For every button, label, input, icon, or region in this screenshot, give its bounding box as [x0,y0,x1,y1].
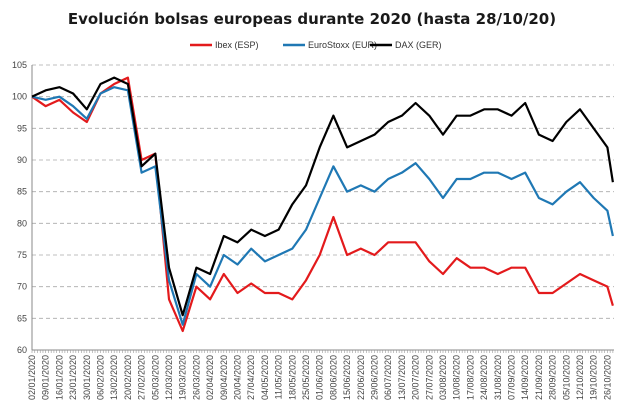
x-tick-label: 17/08/2020 [465,355,475,400]
x-tick-label: 08/06/2020 [328,355,338,400]
x-tick-label: 06/07/2020 [383,355,393,400]
x-tick-label: 25/05/2020 [301,355,311,400]
x-tick-label: 13/02/2020 [109,355,119,400]
y-tick-label: 105 [12,60,27,70]
x-tick-label: 09/04/2020 [219,355,229,400]
x-tick-label: 27/07/2020 [424,355,434,400]
x-tick-label: 12/03/2020 [164,355,174,400]
legend-label: EuroStoxx (EUR) [308,40,377,50]
x-tick-label: 29/06/2020 [370,355,380,400]
y-tick-label: 90 [17,155,27,165]
x-tick-label: 26/10/2020 [602,355,612,400]
x-tick-label: 11/05/2020 [274,355,284,399]
x-tick-label: 12/10/2020 [575,355,585,400]
x-tick-label: 30/01/2020 [82,355,92,400]
series-line-1 [31,86,614,326]
y-tick-label: 65 [17,313,27,323]
legend-label: DAX (GER) [395,40,442,50]
x-tick-label: 20/04/2020 [233,355,243,400]
x-tick-label: 24/08/2020 [479,355,489,400]
y-tick-label: 95 [17,123,27,133]
x-tick-label: 22/06/2020 [356,355,366,400]
x-tick-label: 28/09/2020 [548,355,558,400]
x-tick-label: 21/09/2020 [534,355,544,400]
chart-title: Evolución bolsas europeas durante 2020 (… [68,10,556,28]
x-tick-label: 13/07/2020 [397,355,407,400]
legend-label: Ibex (ESP) [215,40,259,50]
x-tick-label: 05/03/2020 [150,355,160,400]
x-tick-label: 27/02/2020 [137,355,147,400]
x-tick-label: 14/09/2020 [520,355,530,400]
gridlines [32,64,614,319]
series-line-0 [31,76,614,333]
y-tick-label: 100 [12,92,27,102]
x-tick-label: 20/02/2020 [123,355,133,400]
x-tick-label: 18/05/2020 [287,355,297,400]
axes: 60 65 70 75 80 85 90 95 100 105 02/01/2020 09/01/20… [12,60,614,400]
x-tick-label: 04/05/2020 [260,355,270,400]
x-tick-label: 27/04/2020 [246,355,256,400]
x-tick-label: 19/03/2020 [178,355,188,400]
x-tick-label: 20/07/2020 [411,355,421,400]
x-tick-label: 09/01/2020 [41,355,51,400]
y-tick-label: 80 [17,218,27,228]
x-tick-label: 10/08/2020 [452,355,462,400]
legend: Ibex (ESP) EuroStoxx (EUR) DAX (GER) [190,40,442,50]
x-tick-label: 23/01/2020 [68,355,78,400]
x-tick-label: 01/06/2020 [315,355,325,400]
y-tick-label: 75 [17,250,27,260]
x-tick-label: 31/08/2020 [493,355,503,400]
y-tick-label: 70 [17,282,27,292]
x-tick-label: 02/04/2020 [205,355,215,400]
x-tick-label: 03/08/2020 [438,355,448,400]
y-tick-label: 85 [17,187,27,197]
series-line-2 [31,76,614,317]
x-tick-label: 16/01/2020 [54,355,64,400]
x-tick-label: 15/06/2020 [342,355,352,400]
x-tick-label: 26/03/2020 [191,355,201,400]
series-lines [31,76,614,333]
x-tick-label: 02/01/2020 [27,355,37,400]
x-tick-label: 06/02/2020 [96,355,106,400]
y-tick-label: 60 [17,345,27,355]
x-tick-label: 07/09/2020 [507,355,517,400]
x-tick-label: 05/10/2020 [561,355,571,400]
x-tick-label: 19/10/2020 [589,355,599,400]
